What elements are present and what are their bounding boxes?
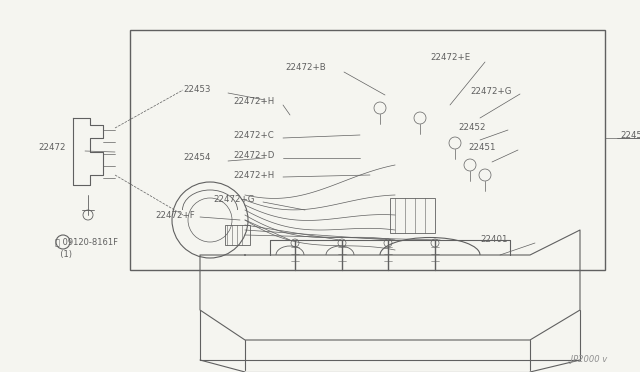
Text: 22472+H: 22472+H (233, 97, 275, 106)
Text: 22472+G: 22472+G (470, 87, 511, 96)
Text: 22472: 22472 (38, 144, 65, 153)
Text: Ⓑ 09120-8161F: Ⓑ 09120-8161F (55, 237, 118, 247)
Text: 22451: 22451 (468, 142, 495, 151)
Text: 22472+B: 22472+B (285, 64, 326, 73)
Text: 22472+G: 22472+G (213, 196, 255, 205)
Text: 22472+F: 22472+F (155, 211, 195, 219)
Text: .JP2000 v: .JP2000 v (568, 356, 607, 365)
Text: 22453: 22453 (183, 86, 211, 94)
Text: 22472+D: 22472+D (233, 151, 275, 160)
Text: 22454: 22454 (183, 154, 211, 163)
Bar (390, 198, 435, 233)
Text: 22452: 22452 (458, 122, 486, 131)
Text: 22450S: 22450S (620, 131, 640, 140)
Text: (1): (1) (55, 250, 72, 259)
Text: 22472+H: 22472+H (233, 170, 275, 180)
Text: 22472+C: 22472+C (233, 131, 274, 140)
Text: 22401: 22401 (480, 235, 508, 244)
Bar (130, 30, 605, 270)
Bar (225, 225, 250, 245)
Text: 22472+E: 22472+E (430, 52, 470, 61)
